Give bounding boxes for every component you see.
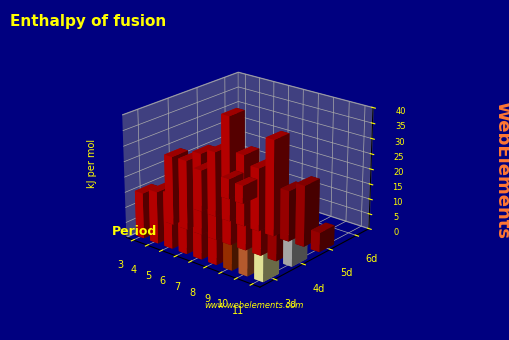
Text: www.webelements.com: www.webelements.com <box>204 301 303 310</box>
Text: WebElements: WebElements <box>492 101 509 239</box>
Text: Period: Period <box>111 225 156 238</box>
Text: kJ per mol: kJ per mol <box>88 139 97 188</box>
Text: Enthalpy of fusion: Enthalpy of fusion <box>10 14 166 29</box>
